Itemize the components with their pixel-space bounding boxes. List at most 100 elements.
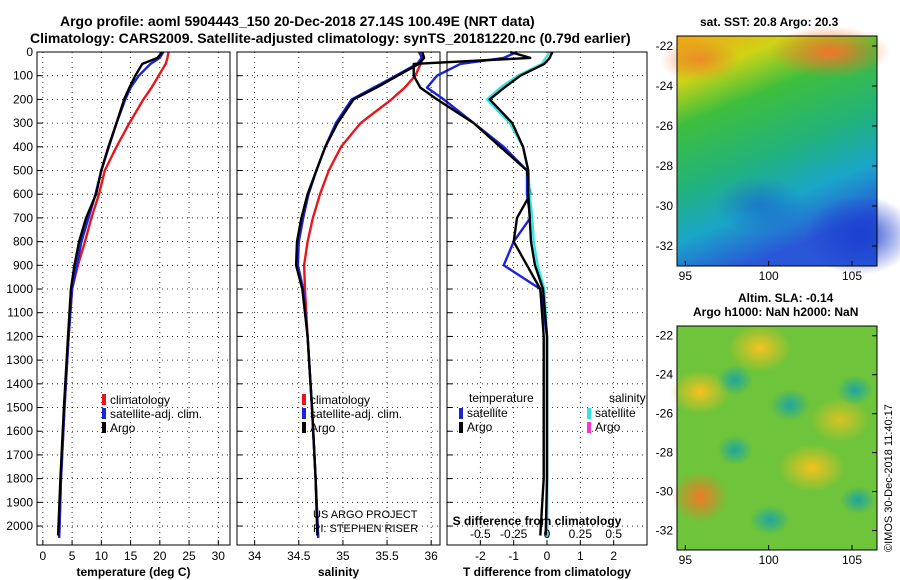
- x-tick-label: 0: [40, 549, 47, 563]
- legend-swatch: [102, 394, 106, 405]
- temperature-panel: 0 5 10 15 20 25 300100200300400500600700800900…: [6, 45, 231, 579]
- legend-label: climatology: [110, 393, 170, 407]
- legend-label: satellite-adj. clim.: [110, 407, 202, 421]
- y-tick-label: 900: [13, 258, 33, 272]
- x-tick-label: 35.5: [375, 549, 399, 563]
- map-y-tick-label: -28: [656, 446, 674, 460]
- timestamp-stamp: ©IMOS 30-Dec-2018 11:40:17: [883, 404, 895, 552]
- top-axis-label: S difference from climatology: [453, 514, 622, 528]
- x-tick-label: 34.5: [287, 549, 311, 563]
- credit-text: US ARGO PROJECT: [313, 509, 418, 521]
- legend-swatch: [302, 408, 306, 419]
- x-axis-label: salinity: [318, 565, 360, 579]
- y-tick-label: 1600: [6, 424, 33, 438]
- y-tick-label: 1900: [6, 495, 33, 509]
- y-tick-label: 1700: [6, 448, 33, 462]
- y-tick-label: 300: [13, 116, 33, 130]
- x-tick-label: 20: [153, 549, 167, 563]
- legend-label: Argo: [467, 420, 493, 434]
- x-tick-label: 30: [212, 549, 226, 563]
- series-line-climatology: [58, 51, 170, 538]
- map-x-tick-label: 95: [679, 269, 693, 283]
- series-line-argo: [56, 51, 164, 536]
- legend-swatch: [302, 422, 306, 433]
- salinity-panel: 34 34.5 35 35.5 36 salinity climatologysatelli…: [236, 51, 441, 579]
- figure-title-line2: Climatology: CARS2009. Satellite-adjuste…: [30, 30, 631, 46]
- series-line-satellite-adj-clim-: [58, 51, 165, 538]
- top-tick-label: 0.5: [605, 527, 622, 541]
- map-y-tick-label: -28: [656, 159, 674, 173]
- legend-swatch: [459, 408, 463, 419]
- legend-group-title: temperature: [469, 391, 534, 405]
- sla-map-frame: [676, 325, 878, 551]
- sla-map-image: [670, 324, 877, 550]
- legend-swatch: [302, 394, 306, 405]
- y-tick-label: 0: [26, 45, 33, 59]
- series-line-t-argo: [412, 50, 545, 536]
- legend-group-title: salinity: [609, 391, 646, 405]
- x-tick-label: 36: [424, 549, 438, 563]
- legend-swatch: [102, 408, 106, 419]
- y-tick-label: 1400: [6, 377, 33, 391]
- map-x-tick-label: 95: [679, 553, 693, 567]
- top-tick-label: -0.5: [470, 527, 491, 541]
- x-tick-label: -1: [508, 549, 519, 563]
- y-tick-label: 200: [13, 92, 33, 106]
- panel-frame: [36, 51, 231, 546]
- series-line-t-satellite: [425, 50, 549, 538]
- map-y-tick-label: -32: [656, 239, 674, 253]
- panel-frame: [446, 51, 648, 546]
- legend-label: Argo: [595, 420, 621, 434]
- y-tick-label: 100: [13, 69, 33, 83]
- map-y-tick-label: -26: [656, 119, 674, 133]
- map-x-tick-label: 100: [759, 269, 779, 283]
- pi-text: PI: STEPHEN RISER: [313, 523, 418, 535]
- sla-map-title: Altim. SLA: -0.14: [738, 291, 834, 305]
- x-tick-label: 35: [336, 549, 350, 563]
- y-tick-label: 500: [13, 164, 33, 178]
- legend-label: satellite: [595, 406, 636, 420]
- map-y-tick-label: -24: [656, 368, 674, 382]
- figure-title-line1: Argo profile: aoml 5904443_150 20-Dec-20…: [60, 13, 535, 29]
- legend-label: satellite-adj. clim.: [310, 407, 402, 421]
- x-tick-label: 0: [544, 549, 551, 563]
- legend-label: satellite: [467, 406, 508, 420]
- map-x-tick-label: 105: [842, 553, 862, 567]
- map-y-tick-label: -32: [656, 524, 674, 538]
- y-tick-label: 800: [13, 235, 33, 249]
- x-tick-label: 10: [95, 549, 109, 563]
- y-tick-label: 2000: [6, 519, 33, 533]
- y-tick-label: 700: [13, 211, 33, 225]
- map-y-tick-label: -22: [656, 329, 674, 343]
- series-line-argo: [294, 51, 426, 536]
- top-tick-label: -0.25: [500, 527, 528, 541]
- y-tick-label: 600: [13, 187, 33, 201]
- map-y-tick-label: -26: [656, 407, 674, 421]
- legend-swatch: [102, 422, 106, 433]
- map-y-tick-label: -22: [656, 39, 674, 53]
- map-y-tick-label: -24: [656, 79, 674, 93]
- x-tick-label: 1: [577, 549, 584, 563]
- map-y-tick-label: -30: [656, 199, 674, 213]
- x-axis-label: T difference from climatology: [463, 565, 631, 579]
- series-line-climatology: [302, 51, 424, 538]
- map-x-tick-label: 105: [842, 269, 862, 283]
- sla-map-subtitle: Argo h1000: NaN h2000: NaN: [693, 305, 858, 319]
- y-tick-label: 400: [13, 140, 33, 154]
- y-tick-label: 1200: [6, 329, 33, 343]
- x-axis-label: temperature (deg C): [76, 565, 190, 579]
- series-line-s-argo: [488, 51, 554, 536]
- sst-map-frame: [676, 35, 878, 267]
- difference-panel: -2 -1 0 1 2 T difference from climatology S di…: [412, 50, 648, 579]
- x-tick-label: -2: [475, 549, 486, 563]
- map-x-tick-label: 100: [759, 553, 779, 567]
- x-tick-label: 25: [182, 549, 196, 563]
- y-tick-label: 1800: [6, 472, 33, 486]
- x-tick-label: 5: [69, 549, 76, 563]
- top-tick-label: 0: [544, 527, 551, 541]
- legend-label: Argo: [110, 421, 136, 435]
- x-tick-label: 2: [610, 549, 617, 563]
- legend-swatch: [587, 408, 591, 419]
- sst-map-image: [660, 26, 900, 275]
